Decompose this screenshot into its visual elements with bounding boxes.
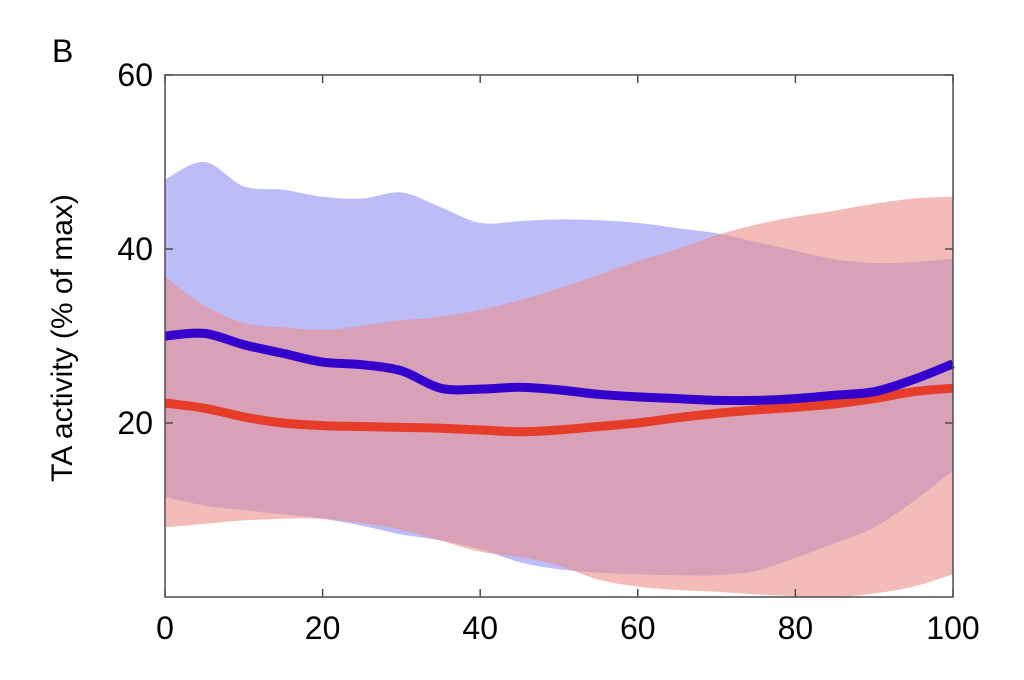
x-tick-label: 40 [462, 610, 498, 646]
x-tick-label: 20 [305, 610, 341, 646]
x-tick-label: 80 [778, 610, 814, 646]
y-tick-label: 40 [117, 231, 153, 267]
y-tick-label: 20 [117, 405, 153, 441]
tick-labels: 0 20 40 60 80 100 20 40 60 [117, 57, 979, 646]
y-axis-label: TA activity (% of max) [46, 194, 79, 482]
axis-ticks [164, 74, 954, 597]
panel-label: B [52, 33, 73, 69]
x-tick-label: 100 [926, 610, 979, 646]
y-tick-label: 60 [117, 57, 153, 93]
mean-lines [164, 328, 955, 437]
confidence-band-2 [165, 196, 953, 598]
x-tick-label: 0 [156, 610, 174, 646]
plot-frame [164, 74, 954, 598]
confidence-bands [165, 161, 953, 598]
mean-line-2 [164, 383, 954, 437]
x-tick-label: 60 [620, 610, 656, 646]
mean-line-1 [164, 328, 955, 406]
